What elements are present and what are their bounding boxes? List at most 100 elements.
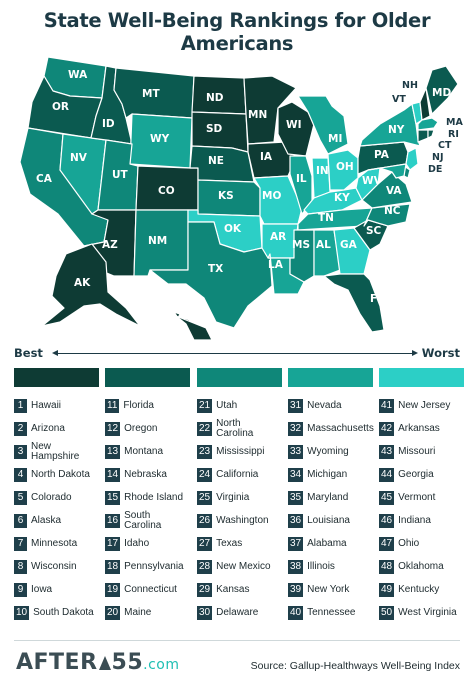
rank-number: 10 [14,605,30,620]
state-RI [427,129,435,139]
state-name: Idaho [124,537,150,549]
state-name: Connecticut [124,583,177,595]
scale-indicator: Best Worst [14,346,460,362]
map-label-CT: CT [438,140,452,151]
rank-number: 35 [288,490,304,505]
ranking-item: 11 Florida [105,394,190,417]
ranking-item: 34 Michigan [288,463,373,486]
rank-number: 25 [197,490,213,505]
map-label-PA: PA [374,149,390,161]
ranking-item: 47 Ohio [379,532,464,555]
ranking-item: 31 Nevada [288,394,373,417]
map-label-VA: VA [386,185,402,197]
rank-number: 33 [288,444,304,459]
state-name: Arkansas [398,422,440,434]
rank-number: 50 [379,605,395,620]
map-label-MS: MS [292,239,310,251]
state-name: Indiana [398,514,431,526]
ranking-item: 41 New Jersey [379,394,464,417]
map-label-AR: AR [270,231,286,243]
ranking-column-3: 21 Utah 22 North Carolina 23 Mississippi 24 Cal… [197,368,282,624]
ranking-item: 27 Texas [197,532,282,555]
state-name: Ohio [398,537,420,549]
state-name: Kentucky [398,583,440,595]
state-name: New Jersey [398,399,451,411]
ranking-item: 25 Virginia [197,486,282,509]
state-name: Oklahoma [398,560,444,572]
state-name: Wisconsin [31,560,77,572]
rank-number: 15 [105,490,121,505]
rank-number: 36 [288,513,304,528]
ranking-item: 16 South Carolina [105,509,190,532]
ranking-column-4: 31 Nevada 32 Massachusetts 33 Wyoming 34 Michig… [288,368,374,624]
ranking-item: 50 West Virginia [379,601,464,624]
map-label-NE: NE [208,155,224,167]
map-label-MI: MI [328,133,342,145]
ranking-column-2: 11 Florida 12 Oregon 13 Montana 14 Nebraska 15 Rh… [105,368,190,624]
map-label-WV: WV [362,175,383,187]
state-name: Kansas [216,583,250,595]
state-NH [419,87,431,121]
rank-number: 40 [288,605,304,620]
map-label-NH: NH [402,80,418,91]
page-title: State Well-Being Rankings for Older Amer… [43,9,431,55]
state-name: New Mexico [216,560,271,572]
footer-divider [14,640,460,641]
ranking-item: 5 Colorado [14,486,99,509]
map-label-WI: WI [286,119,302,131]
map-label-LA: LA [268,259,284,271]
ranking-columns: 1 Hawaii 2 Arizona 3 New Hampshire 4 North Dako… [14,368,464,630]
map-label-SD: SD [206,123,223,135]
ranking-item: 7 Minnesota [14,532,99,555]
map-label-MT: MT [142,88,160,100]
rank-number: 46 [379,513,395,528]
state-name: Wyoming [307,445,349,457]
map-label-DE: DE [428,164,442,175]
state-name: Alaska [31,514,62,526]
state-name: Colorado [31,491,72,503]
ranking-item: 48 Oklahoma [379,555,464,578]
rank-number: 45 [379,490,395,505]
state-name: Tennessee [307,606,356,618]
ranking-item: 24 California [197,463,282,486]
ranking-item: 26 Washington [197,509,282,532]
state-name: Montana [124,445,164,457]
map-label-AL: AL [316,239,331,251]
state-name: Massachusetts [307,422,374,434]
state-name: New Hampshire [31,440,80,462]
map-label-VT: VT [392,94,406,105]
map-label-MN: MN [248,109,267,121]
rank-number: 23 [197,444,213,459]
ranking-item: 21 Utah [197,394,282,417]
rank-number: 8 [14,559,27,574]
ranking-item: 28 New Mexico [197,555,282,578]
ranking-item: 49 Kentucky [379,578,464,601]
ranking-item: 32 Massachusetts [288,417,374,440]
map-label-IL: IL [296,173,307,185]
rank-number: 22 [197,421,213,436]
map-label-GA: GA [340,239,358,251]
rank-number: 14 [105,467,121,482]
rank-number: 11 [105,398,120,413]
map-label-SC: SC [366,225,382,237]
state-CT [417,129,429,143]
state-name: Virginia [216,491,250,503]
state-name: Nevada [307,399,342,411]
rank-number: 18 [105,559,121,574]
rank-number: 38 [288,559,304,574]
rank-number: 48 [379,559,395,574]
rank-number: 49 [379,582,395,597]
rank-number: 20 [105,605,121,620]
ranking-item: 22 North Carolina [197,417,282,440]
state-name: Michigan [307,468,348,480]
ranking-column-5: 41 New Jersey 42 Arkansas 43 Missouri 44 Georgi… [379,368,464,624]
state-name: South Dakota [33,606,94,618]
map-label-NV: NV [70,152,88,164]
state-name: Nebraska [124,468,167,480]
tier-color-bar [379,368,464,387]
state-TX [149,221,273,329]
rank-number: 39 [288,582,304,597]
ranking-item: 14 Nebraska [105,463,190,486]
state-name: Alabama [307,537,347,549]
ranking-item: 36 Louisiana [288,509,373,532]
